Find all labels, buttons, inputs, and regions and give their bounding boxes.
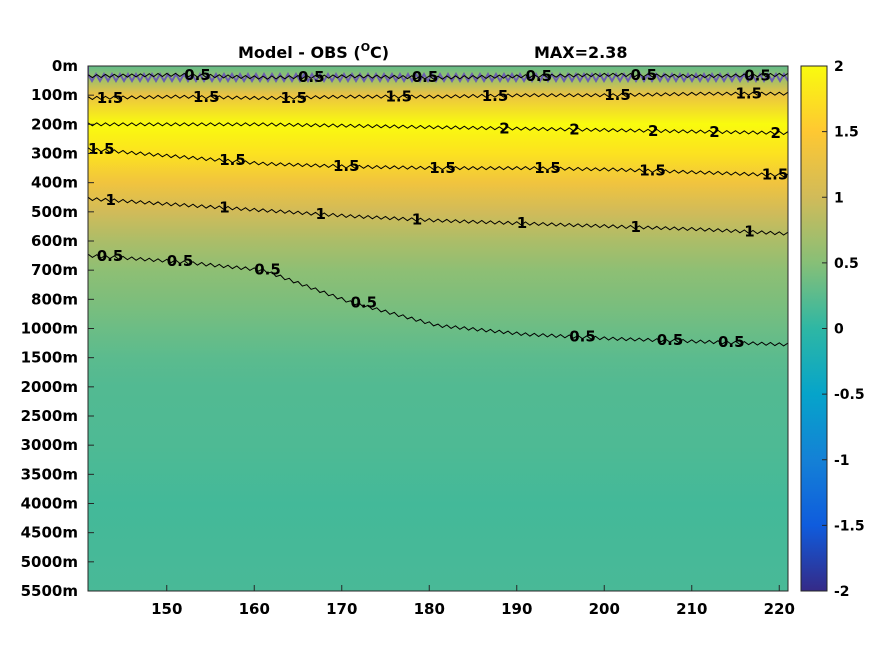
contour-label-2-3: 0.5 xyxy=(351,293,378,311)
y-tick-label-4: 400m xyxy=(31,174,78,192)
contour-line-2 xyxy=(88,253,788,347)
contour-label-0-5: 1.5 xyxy=(639,161,666,179)
contour-label-3-2: 1.5 xyxy=(281,89,308,107)
y-tick-label-17: 5000m xyxy=(21,553,78,571)
x-axis: 150 160 170 180 190 200 210 220 xyxy=(151,585,795,618)
colorbar-tick-label-5: -0.5 xyxy=(834,387,865,403)
x-tick-label-1: 160 xyxy=(239,600,270,618)
x-tick-label-0: 150 xyxy=(151,600,182,618)
y-tick-label-14: 3500m xyxy=(21,465,78,483)
heatmap-field xyxy=(88,66,788,591)
y-tick-label-13: 3000m xyxy=(21,436,78,454)
colorbar-tick-label-0: 2 xyxy=(834,59,844,75)
contour-label-1-1: 1 xyxy=(219,198,229,216)
contour-label-2-2: 0.5 xyxy=(254,260,281,278)
contour-label-3-6: 1.5 xyxy=(736,85,763,103)
y-tick-label-2: 200m xyxy=(31,115,78,133)
colorbar-tick-label-6: -1 xyxy=(834,453,850,469)
contour-label-3-0: 1.5 xyxy=(97,89,124,107)
contour-label-3-1: 1.5 xyxy=(193,88,220,106)
colorbar-tick-label-4: 0 xyxy=(834,322,844,338)
contour-line-4 xyxy=(88,122,788,136)
max-label: MAX=2.38 xyxy=(534,43,628,62)
x-tick-label-5: 200 xyxy=(589,600,620,618)
contour-labels: 1.5 1.5 1.5 1.5 1.5 1.5 1.5 1 1 1 1 1 1 1 0.5 0.5 0.5 0.5… xyxy=(88,66,788,351)
y-tick-label-10: 1500m xyxy=(21,349,78,367)
contour-label-0-3: 1.5 xyxy=(429,159,456,177)
y-tick-label-6: 600m xyxy=(31,232,78,250)
contour-label-5-0: 0.5 xyxy=(184,66,211,84)
colorbar: 2 1.5 1 0.5 0 -0.5 -1 -1.5 -2 xyxy=(800,59,865,600)
contour-label-0-2: 1.5 xyxy=(333,157,360,175)
contour-line-5 xyxy=(88,72,788,80)
contour-label-2-0: 0.5 xyxy=(97,247,124,265)
contour-label-0-0: 1.5 xyxy=(88,140,115,158)
contour-label-1-0: 1 xyxy=(106,191,116,209)
contour-label-0-4: 1.5 xyxy=(534,159,561,177)
contour-label-1-5: 1 xyxy=(631,218,641,236)
y-tick-label-11: 2000m xyxy=(21,378,78,396)
colorbar-ticks: 2 1.5 1 0.5 0 -0.5 -1 -1.5 -2 xyxy=(822,59,865,600)
y-tick-label-9: 1000m xyxy=(21,320,78,338)
contour-label-5-1: 0.5 xyxy=(298,68,325,86)
colorbar-tick-label-3: 0.5 xyxy=(834,256,859,272)
contour-label-1-4: 1 xyxy=(517,214,527,232)
contour-label-2-6: 0.5 xyxy=(718,333,745,351)
chart-title: Model - OBS (OC) xyxy=(238,41,389,62)
y-tick-label-16: 4500m xyxy=(21,524,78,542)
contour-line-0 xyxy=(88,147,788,178)
x-tick-label-3: 180 xyxy=(414,600,445,618)
contour-label-5-5: 0.5 xyxy=(744,66,771,84)
contour-label-4-0: 2 xyxy=(499,119,509,137)
contour-label-0-6: 1.5 xyxy=(762,166,789,184)
y-tick-label-12: 2500m xyxy=(21,407,78,425)
contour-label-3-3: 1.5 xyxy=(386,88,413,106)
contour-label-5-4: 0.5 xyxy=(631,66,658,84)
y-tick-label-5: 500m xyxy=(31,203,78,221)
y-axis: 0m 100m 200m 300m 400m 500m 600m 700m 800m 1000m 1… xyxy=(21,57,94,600)
contour-label-5-3: 0.5 xyxy=(526,67,553,85)
contour-label-1-3: 1 xyxy=(412,210,422,228)
contour-label-4-4: 2 xyxy=(771,124,781,142)
contour-lines xyxy=(88,72,788,347)
y-tick-label-8: 800m xyxy=(31,290,78,308)
contour-line-1 xyxy=(88,196,788,236)
contour-label-3-5: 1.5 xyxy=(604,86,631,104)
y-tick-label-0: 0m xyxy=(52,57,78,75)
contour-label-2-1: 0.5 xyxy=(167,252,194,270)
x-tick-label-6: 210 xyxy=(676,600,707,618)
colorbar-tick-label-1: 1.5 xyxy=(834,125,859,141)
x-tick-label-4: 190 xyxy=(501,600,532,618)
contour-label-1-2: 1 xyxy=(316,205,326,223)
contour-label-4-2: 2 xyxy=(648,122,658,140)
x-tick-label-2: 170 xyxy=(326,600,357,618)
contour-label-4-3: 2 xyxy=(709,123,719,141)
contour-label-4-1: 2 xyxy=(569,120,579,138)
y-tick-label-1: 100m xyxy=(31,86,78,104)
x-tick-label-7: 220 xyxy=(764,600,795,618)
contour-label-0-1: 1.5 xyxy=(219,151,246,169)
plot-area: 1.5 1.5 1.5 1.5 1.5 1.5 1.5 1 1 1 1 1 1 1 0.5 0.5 0.5 0.5… xyxy=(87,65,789,592)
y-tick-label-15: 4000m xyxy=(21,495,78,513)
contour-line-3 xyxy=(88,91,788,101)
contour-label-2-5: 0.5 xyxy=(657,331,684,349)
colorbar-tick-label-7: -1.5 xyxy=(834,518,865,534)
y-tick-label-3: 300m xyxy=(31,145,78,163)
contour-label-5-2: 0.5 xyxy=(412,68,439,86)
contour-label-3-4: 1.5 xyxy=(482,87,509,105)
y-tick-label-7: 700m xyxy=(31,261,78,279)
contour-label-2-4: 0.5 xyxy=(569,328,596,346)
colorbar-tick-label-2: 1 xyxy=(834,190,844,206)
contour-label-1-6: 1 xyxy=(744,223,754,241)
y-tick-label-18: 5500m xyxy=(21,582,78,600)
colorbar-tick-label-8: -2 xyxy=(834,584,850,600)
